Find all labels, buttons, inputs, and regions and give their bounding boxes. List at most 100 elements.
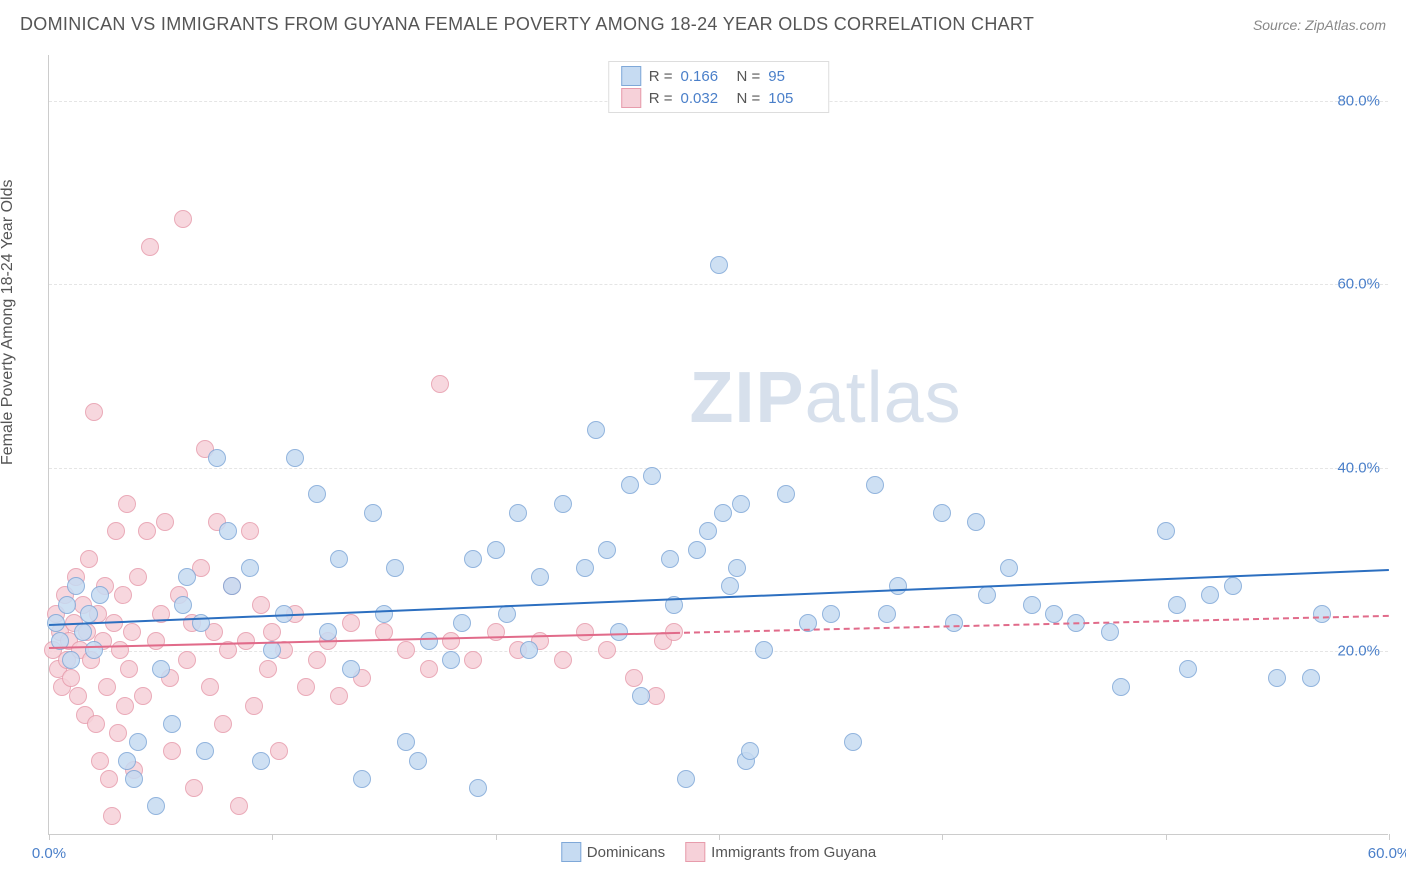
- data-point: [129, 568, 147, 586]
- data-point: [85, 641, 103, 659]
- trend-line: [674, 615, 1389, 634]
- data-point: [1045, 605, 1063, 623]
- data-point: [118, 752, 136, 770]
- legend-r-value: 0.166: [681, 68, 729, 85]
- x-tick-mark: [942, 834, 943, 840]
- data-point: [487, 541, 505, 559]
- chart-title: DOMINICAN VS IMMIGRANTS FROM GUYANA FEMA…: [20, 14, 1034, 35]
- data-point: [342, 660, 360, 678]
- data-point: [100, 770, 118, 788]
- data-point: [509, 504, 527, 522]
- data-point: [732, 495, 750, 513]
- data-point: [469, 779, 487, 797]
- watermark-light: atlas: [805, 358, 962, 438]
- data-point: [866, 476, 884, 494]
- x-tick-mark: [272, 834, 273, 840]
- data-point: [610, 623, 628, 641]
- data-point: [103, 807, 121, 825]
- data-point: [252, 752, 270, 770]
- data-point: [141, 238, 159, 256]
- data-point: [632, 687, 650, 705]
- data-point: [263, 641, 281, 659]
- data-point: [587, 421, 605, 439]
- data-point: [134, 687, 152, 705]
- data-point: [109, 724, 127, 742]
- data-point: [364, 504, 382, 522]
- legend-row: R = 0.166 N = 95: [621, 66, 817, 86]
- legend-swatch: [561, 842, 581, 862]
- data-point: [147, 797, 165, 815]
- x-tick-mark: [1389, 834, 1390, 840]
- y-tick-label: 60.0%: [1337, 276, 1380, 293]
- data-point: [80, 605, 98, 623]
- x-tick-mark: [496, 834, 497, 840]
- data-point: [152, 660, 170, 678]
- data-point: [129, 733, 147, 751]
- data-point: [69, 687, 87, 705]
- y-tick-label: 40.0%: [1337, 459, 1380, 476]
- gridline: [49, 651, 1388, 652]
- data-point: [822, 605, 840, 623]
- data-point: [107, 522, 125, 540]
- legend-n-value: 95: [768, 68, 816, 85]
- gridline: [49, 284, 1388, 285]
- data-point: [431, 375, 449, 393]
- trend-line: [49, 569, 1389, 626]
- data-point: [464, 550, 482, 568]
- data-point: [98, 678, 116, 696]
- data-point: [259, 660, 277, 678]
- data-point: [91, 586, 109, 604]
- data-point: [174, 210, 192, 228]
- data-point: [178, 651, 196, 669]
- data-point: [353, 770, 371, 788]
- data-point: [297, 678, 315, 696]
- data-point: [308, 651, 326, 669]
- data-point: [245, 697, 263, 715]
- data-point: [330, 550, 348, 568]
- data-point: [80, 550, 98, 568]
- data-point: [230, 797, 248, 815]
- data-point: [342, 614, 360, 632]
- legend-correlation-box: R =0.166N =95R =0.032N =105: [608, 61, 830, 113]
- data-point: [598, 541, 616, 559]
- data-point: [156, 513, 174, 531]
- data-point: [196, 742, 214, 760]
- data-point: [1168, 596, 1186, 614]
- legend-r-value: 0.032: [681, 90, 729, 107]
- y-tick-label: 80.0%: [1337, 92, 1380, 109]
- data-point: [286, 449, 304, 467]
- x-tick-mark: [719, 834, 720, 840]
- legend-r-label: R =: [649, 90, 673, 107]
- data-point: [661, 550, 679, 568]
- x-tick-mark: [1166, 834, 1167, 840]
- legend-n-value: 105: [768, 90, 816, 107]
- data-point: [185, 779, 203, 797]
- data-point: [878, 605, 896, 623]
- data-point: [699, 522, 717, 540]
- data-point: [1112, 678, 1130, 696]
- data-point: [74, 623, 92, 641]
- data-point: [87, 715, 105, 733]
- data-point: [945, 614, 963, 632]
- data-point: [91, 752, 109, 770]
- data-point: [252, 596, 270, 614]
- legend-n-label: N =: [737, 68, 761, 85]
- data-point: [58, 596, 76, 614]
- data-point: [201, 678, 219, 696]
- data-point: [1224, 577, 1242, 595]
- data-point: [85, 403, 103, 421]
- data-point: [647, 687, 665, 705]
- x-tick-mark: [49, 834, 50, 840]
- data-point: [62, 651, 80, 669]
- legend-swatch: [685, 842, 705, 862]
- data-point: [223, 577, 241, 595]
- legend-r-label: R =: [649, 68, 673, 85]
- data-point: [208, 449, 226, 467]
- data-point: [844, 733, 862, 751]
- data-point: [688, 541, 706, 559]
- data-point: [409, 752, 427, 770]
- data-point: [163, 742, 181, 760]
- data-point: [710, 256, 728, 274]
- data-point: [330, 687, 348, 705]
- data-point: [263, 623, 281, 641]
